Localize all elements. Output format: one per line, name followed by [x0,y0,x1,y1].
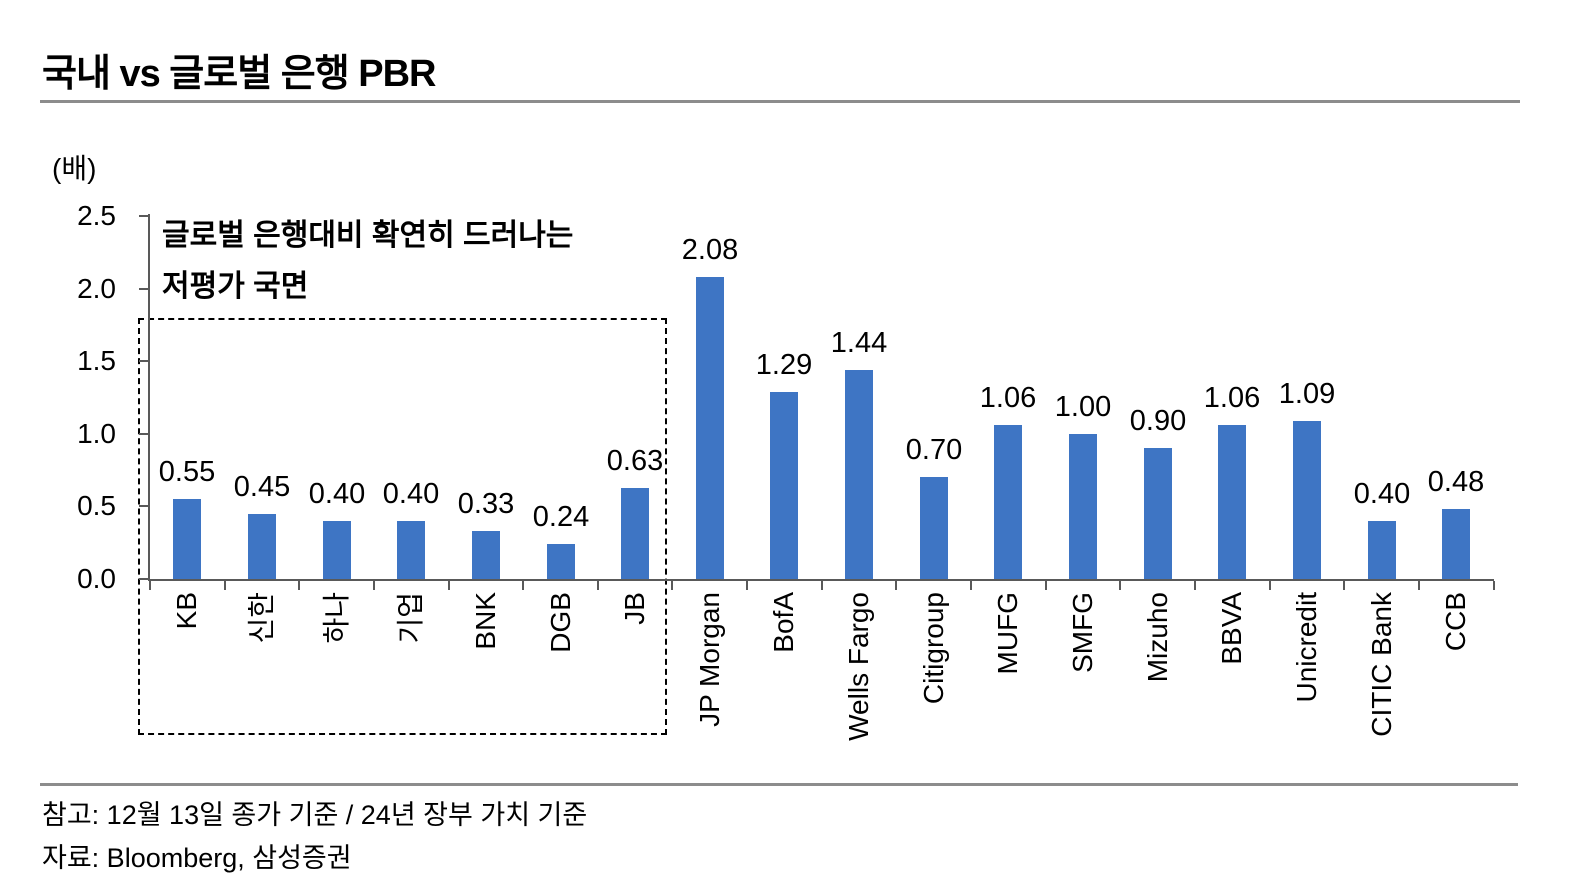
bar-value-label: 1.09 [1278,378,1336,410]
x-axis-tick [372,581,375,590]
bar-value-label: 2.08 [681,234,739,266]
annotation-line-2: 저평가 국면 [162,270,309,303]
x-axis-tick [1268,581,1271,590]
bar-BofA [770,392,798,579]
x-axis-label: MUFG [992,592,1023,675]
x-axis-label: Mizuho [1142,592,1173,683]
x-axis-tick [522,581,525,590]
y-axis-tick-label: 2.5 [77,200,116,231]
bar-value-label: 1.06 [1203,382,1261,414]
bar-value-label: 0.55 [158,456,216,488]
x-axis-label: BNK [470,592,501,650]
x-axis-label: CCB [1440,592,1471,652]
bar-Unicredit [1293,421,1321,579]
x-axis-tick [1417,581,1420,590]
bar-value-label: 1.00 [1054,391,1112,423]
bar-value-label: 0.90 [1129,405,1187,437]
y-axis-tick [139,432,148,435]
x-axis-tick [447,581,450,590]
bar-KB [173,499,201,579]
bar-value-label: 0.40 [308,478,366,510]
bar-value-label: 1.29 [755,349,813,381]
y-axis-tick [139,215,148,217]
domestic-banks-dashed-box [138,318,667,735]
bar-JP Morgan [696,277,724,579]
bar-기업 [397,521,425,579]
x-axis-tick [1044,581,1047,590]
y-axis-tick-label: 0.0 [77,563,116,594]
bar-JB [621,488,649,579]
bar-Wells Fargo [845,370,873,579]
bar-value-label: 0.45 [233,471,291,503]
x-axis-label: 신한 [246,592,277,644]
bar-value-label: 0.63 [606,445,664,477]
footnote: 참고: 12월 13일 종가 기준 / 24년 장부 가치 기준 [42,800,588,830]
bar-BBVA [1218,425,1246,579]
y-axis-tick [139,360,148,363]
x-axis-label: DGB [545,592,576,653]
bar-Mizuho [1144,448,1172,579]
x-axis-label: Wells Fargo [843,592,874,741]
x-axis-tick [223,581,226,590]
bar-MUFG [994,425,1022,579]
x-axis-label: BofA [768,592,799,653]
y-axis-unit-label: (배) [52,153,97,184]
y-axis-tick [139,287,148,290]
bar-value-label: 1.44 [830,327,888,359]
y-axis-tick [139,505,148,508]
x-axis-line [148,579,1494,581]
x-axis-label: BBVA [1216,592,1247,665]
x-axis-tick [596,581,599,590]
bar-value-label: 0.48 [1427,466,1485,498]
bar-하나 [323,521,351,579]
x-axis-label: 하나 [321,592,352,644]
x-axis-label: Unicredit [1291,592,1322,703]
x-axis-tick [671,581,674,590]
x-axis-tick [1343,581,1346,590]
bar-SMFG [1069,434,1097,579]
bar-value-label: 0.70 [905,434,963,466]
x-axis-tick [298,581,301,590]
source-note: 자료: Bloomberg, 삼성증권 [42,843,352,873]
x-axis-label: JB [619,592,650,625]
bar-CCB [1442,509,1470,579]
bar-BNK [472,531,500,579]
chart-annotation: 글로벌 은행대비 확연히 드러나는 저평가 국면 [162,210,573,312]
x-axis-label: SMFG [1067,592,1098,673]
y-axis-tick-label: 1.0 [77,417,116,449]
bar-value-label: 1.06 [979,382,1037,414]
y-axis-tick-label: 0.5 [77,490,116,522]
x-axis-tick [746,581,749,590]
y-axis-tick-label: 2.0 [77,272,116,304]
bar-DGB [547,544,575,579]
x-axis-label: KB [171,592,202,630]
chart-title: 국내 vs 글로벌 은행 PBR [42,53,436,95]
x-axis-tick [820,581,823,590]
footer-divider-line [40,783,1518,786]
bar-CITIC Bank [1368,521,1396,579]
bar-value-label: 0.24 [532,501,590,533]
x-axis-tick [1193,581,1196,590]
y-axis-line [148,214,150,581]
bar-Citigroup [920,477,948,579]
y-axis-tick-label: 1.5 [77,345,116,377]
bar-신한 [248,514,276,579]
annotation-line-1: 글로벌 은행대비 확연히 드러나는 [162,219,574,252]
x-axis-label: JP Morgan [694,592,725,727]
title-divider-line [40,100,1520,103]
x-axis-tick [895,581,898,590]
bar-value-label: 0.40 [1353,478,1411,510]
x-axis-label: Citigroup [918,592,949,705]
x-axis-tick [1119,581,1122,590]
y-axis-tick [139,578,148,580]
x-axis-label: 기업 [395,592,426,644]
x-axis-tick [1492,581,1495,590]
x-axis-tick [970,581,973,590]
bar-value-label: 0.33 [457,488,515,520]
bar-value-label: 0.40 [382,478,440,510]
x-axis-label: CITIC Bank [1366,592,1397,737]
x-axis-tick [149,581,151,590]
